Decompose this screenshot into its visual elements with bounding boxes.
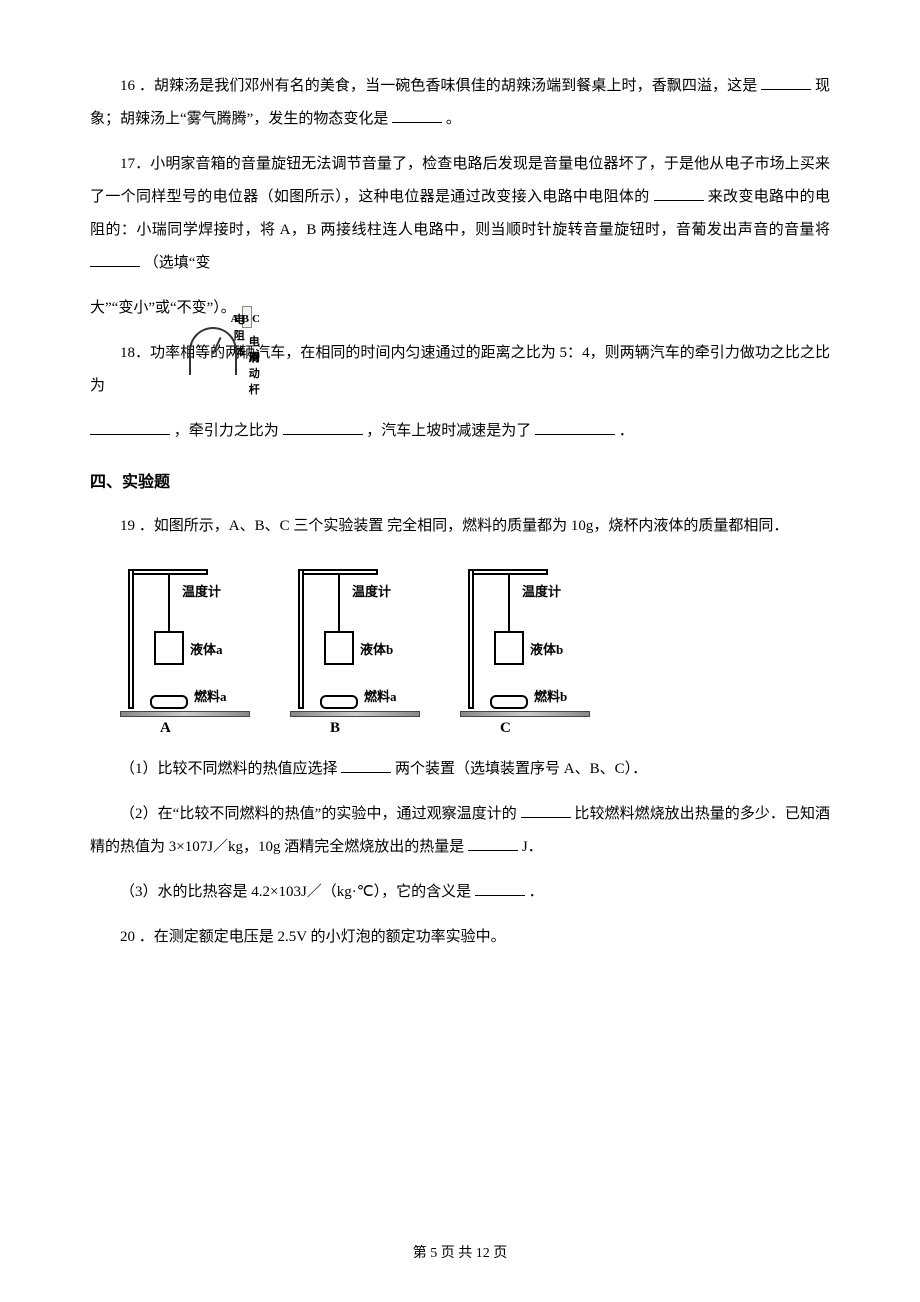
q18-blank-1[interactable] (90, 420, 170, 435)
q19-blank-2[interactable] (521, 803, 571, 818)
apparatus-b: 温度计 液体b 燃料a B (290, 561, 440, 731)
page-footer: 第 5 页 共 12 页 (0, 1242, 920, 1262)
label-fuel-b: 燃料a (364, 686, 397, 705)
q18-text-d: ． (619, 423, 634, 439)
label-liquid-c: 液体b (530, 639, 563, 658)
beaker-icon (324, 631, 354, 665)
question-20: 20 ．在测定额定电压是 2.5V 的小灯泡的额定功率实验中。 (90, 921, 830, 954)
q16-blank-1[interactable] (761, 75, 811, 90)
beaker-icon (154, 631, 184, 665)
burner-icon (320, 695, 358, 709)
q19-sub2-c: J． (522, 839, 543, 855)
beaker-icon (494, 631, 524, 665)
q19-blank-1[interactable] (341, 758, 391, 773)
q16-text-a: 16 ．胡辣汤是我们邓州有名的美食，当一碗色香味俱佳的胡辣汤端到餐桌上时，香飘四… (120, 78, 757, 94)
label-letter-a: A (160, 720, 171, 737)
q19-blank-3[interactable] (468, 836, 518, 851)
label-letter-b: B (330, 720, 340, 737)
label-fuel-a: 燃料a (194, 686, 227, 705)
q17-blank-1[interactable] (654, 186, 704, 201)
q16-blank-2[interactable] (392, 108, 442, 123)
q17-blank-2[interactable] (90, 252, 140, 267)
q17-tail-row: 大”“变小”或“不变”）。 电阻体 电刷 滑动杆 ABC (90, 292, 830, 325)
stand-base-icon (290, 711, 420, 717)
q19-sub1-a: （1）比较不同燃料的热值应选择 (120, 761, 338, 777)
question-17: 17．小明家音箱的音量旋钮无法调节音量了，检查电路后发现是音量电位器坏了，于是他… (90, 148, 830, 280)
stand-base-icon (460, 711, 590, 717)
burner-icon (150, 695, 188, 709)
q19-sub2: （2）在“比较不同燃料的热值”的实验中，通过观察温度计的 比较燃料燃烧放出热量的… (90, 798, 830, 864)
label-liquid-a: 液体a (190, 639, 223, 658)
q19-sub3-a: （3）水的比热容是 4.2×103J／（kg·℃），它的含义是 (120, 884, 471, 900)
burner-icon (490, 695, 528, 709)
label-liquid-b: 液体b (360, 639, 393, 658)
q18-blank-3[interactable] (535, 420, 615, 435)
q17-tail-text: 大”“变小”或“不变”）。 (90, 292, 236, 325)
q17-text-c: （选填“变 (144, 255, 211, 271)
stand-base-icon (120, 711, 250, 717)
stand-pole-icon (468, 569, 474, 709)
label-thermometer: 温度计 (522, 581, 561, 600)
q19-sub2-a: （2）在“比较不同燃料的热值”的实验中，通过观察温度计的 (120, 806, 517, 822)
question-16: 16 ．胡辣汤是我们邓州有名的美食，当一碗色香味俱佳的胡辣汤端到餐桌上时，香飘四… (90, 70, 830, 136)
q19-sub3-b: ． (529, 884, 544, 900)
q19-sub1-b: 两个装置（选填装置序号 A、B、C）． (395, 761, 647, 777)
section-4-title: 四、实验题 (90, 468, 830, 492)
thermometer-icon (338, 575, 340, 637)
question-19-intro: 19 ．如图所示，A、B、C 三个实验装置 完全相同，燃料的质量都为 10g，烧… (90, 510, 830, 543)
apparatus-c: 温度计 液体b 燃料b C (460, 561, 610, 731)
label-letter-c: C (500, 720, 511, 737)
label-fuel-c: 燃料b (534, 686, 567, 705)
thermometer-icon (168, 575, 170, 637)
question-18-line2: ，牵引力之比为 ，汽车上坡时减速是为了 ． (90, 415, 830, 448)
q18-text-b: ，牵引力之比为 (174, 423, 279, 439)
q18-blank-2[interactable] (283, 420, 363, 435)
q19-figure-row: 温度计 液体a 燃料a A 温度计 液体b 燃料a B 温度计 液体b (120, 561, 830, 731)
potentiometer-diagram: 电阻体 电刷 滑动杆 ABC (242, 306, 252, 328)
q19-sub1: （1）比较不同燃料的热值应选择 两个装置（选填装置序号 A、B、C）． (90, 753, 830, 786)
apparatus-a: 温度计 液体a 燃料a A (120, 561, 270, 731)
dial-icon (189, 327, 237, 375)
q19-sub3: （3）水的比热容是 4.2×103J／（kg·℃），它的含义是 ． (90, 876, 830, 909)
thermometer-icon (508, 575, 510, 637)
q16-text-c: 。 (446, 111, 461, 127)
stand-pole-icon (298, 569, 304, 709)
fig-label-abc: ABC (231, 313, 263, 325)
q17-figure: 电阻体 电刷 滑动杆 ABC (242, 307, 252, 325)
fig-label-slider: 滑动杆 (249, 349, 260, 397)
q18-text-c: ，汽车上坡时减速是为了 (366, 423, 531, 439)
label-thermometer: 温度计 (352, 581, 391, 600)
q19-blank-4[interactable] (475, 881, 525, 896)
stand-pole-icon (128, 569, 134, 709)
label-thermometer: 温度计 (182, 581, 221, 600)
